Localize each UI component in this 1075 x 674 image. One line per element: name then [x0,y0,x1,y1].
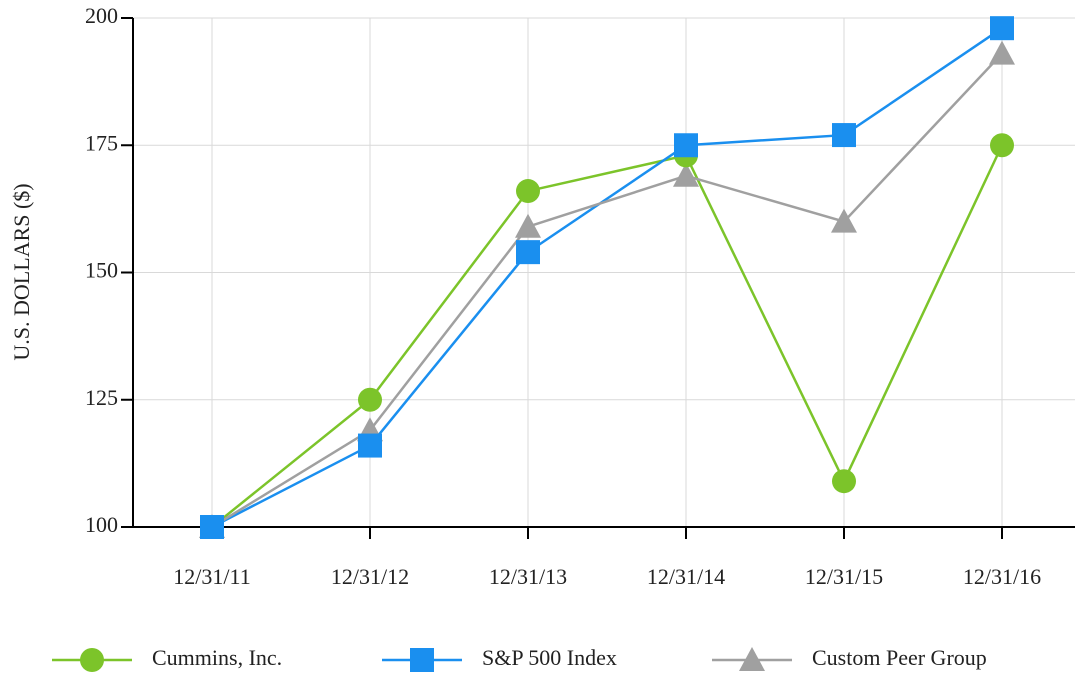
marker [674,133,698,158]
x-tick-label: 12/31/12 [331,564,409,589]
y-axis-label: U.S. DOLLARS ($) [9,183,34,360]
marker [990,133,1014,158]
marker [358,387,382,412]
x-tick-label: 12/31/11 [173,564,250,589]
marker [990,16,1014,41]
marker [831,208,857,233]
marker [673,162,699,187]
marker [515,213,541,238]
y-tick-label: 150 [85,258,118,283]
y-tick-label: 100 [85,512,118,537]
legend-label: Custom Peer Group [812,645,987,670]
marker [832,469,856,494]
y-tick-label: 175 [85,130,118,155]
legend-marker [410,648,434,672]
x-tick-label: 12/31/15 [805,564,883,589]
marker [989,40,1015,65]
x-tick-label: 12/31/14 [647,564,725,589]
marker [516,179,540,204]
legend-marker [739,647,765,671]
line [211,27,1003,529]
line [211,144,1004,528]
line [211,52,1003,529]
marker [516,240,540,265]
legend-label: Cummins, Inc. [152,645,282,670]
y-tick-label: 125 [85,385,118,410]
marker [832,123,856,148]
marker [358,433,382,458]
x-tick-label: 12/31/16 [963,564,1041,589]
legend-marker [80,648,104,672]
y-tick-label: 200 [85,3,118,28]
legend-label: S&P 500 Index [482,645,617,670]
marker [200,515,224,539]
x-tick-label: 12/31/13 [489,564,567,589]
